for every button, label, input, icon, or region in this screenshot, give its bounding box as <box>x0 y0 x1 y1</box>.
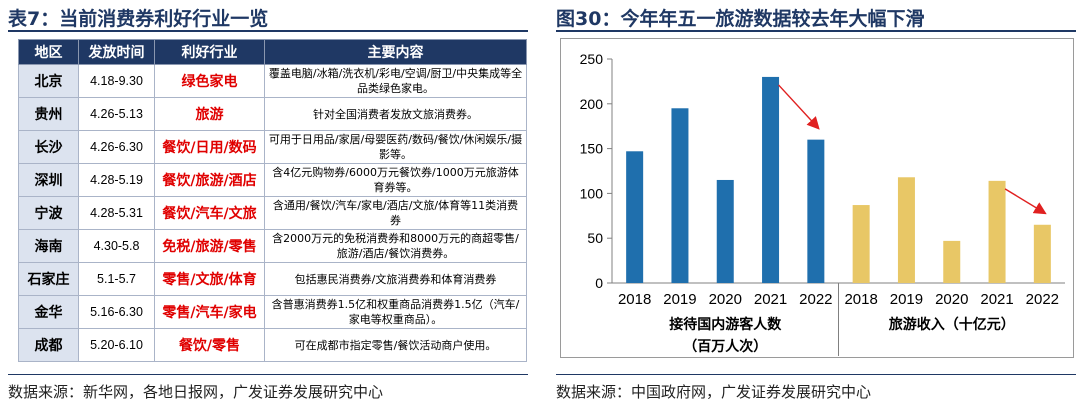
industry-cell: 餐饮/旅游/酒店 <box>154 163 265 197</box>
table-row: 金华 5.16-6.30 零售/汽车/家电 含普惠消费券1.5亿和权重商品消费券1.5… <box>18 295 527 329</box>
industry-cell: 绿色家电 <box>154 64 265 98</box>
x-tick-label: 2018 <box>618 291 651 308</box>
industry-cell: 免税/旅游/零售 <box>154 229 265 263</box>
table-header-row: 地区 发放时间 利好行业 主要内容 <box>18 39 527 65</box>
period-cell: 5.20-6.10 <box>78 328 155 362</box>
region-cell: 长沙 <box>18 130 79 164</box>
region-cell: 海南 <box>18 229 79 263</box>
industry-cell: 零售/汽车/家电 <box>154 295 265 329</box>
column-header: 利好行业 <box>154 39 265 65</box>
industry-cell: 旅游 <box>154 97 265 131</box>
content-cell: 含通用/餐饮/汽车/家电/酒店/文旅/体育等11类消费券 <box>264 196 527 230</box>
content-cell: 含4亿元购物券/6000万元餐饮券/1000万元旅游体育券等。 <box>264 163 527 197</box>
x-tick-label: 2019 <box>890 291 923 308</box>
group-label: 接待国内游客人数 <box>669 316 782 333</box>
y-tick-label: 200 <box>580 96 604 112</box>
chart-source: 数据来源：中国政府网，广发证券发展研究中心 <box>556 383 872 401</box>
table-row: 宁波 4.28-5.31 餐饮/汽车/文旅 含通用/餐饮/汽车/家电/酒店/文旅/体育… <box>18 196 527 230</box>
industry-cell: 零售/文旅/体育 <box>154 262 265 296</box>
region-cell: 成都 <box>18 328 79 362</box>
y-tick-label: 150 <box>580 141 604 157</box>
table-row: 石家庄 5.1-5.7 零售/文旅/体育 包括惠民消费券/文旅消费券和体育消费券 <box>18 262 527 296</box>
decline-arrow <box>1004 188 1047 215</box>
decline-arrow <box>778 84 820 130</box>
bar <box>671 108 689 283</box>
bar <box>988 180 1006 283</box>
region-cell: 深圳 <box>18 163 79 197</box>
content-cell: 含2000万元的免税消费券和8000万元的商超零售/旅游/酒店/餐饮消费券。 <box>264 229 527 263</box>
column-header: 发放时间 <box>78 39 155 65</box>
bar <box>943 240 961 283</box>
bar <box>626 151 644 283</box>
y-tick-label: 250 <box>580 51 604 67</box>
industry-cell: 餐饮/汽车/文旅 <box>154 196 265 230</box>
period-cell: 5.16-6.30 <box>78 295 155 329</box>
period-cell: 4.26-6.30 <box>78 130 155 164</box>
region-cell: 石家庄 <box>18 262 79 296</box>
content-cell: 含普惠消费券1.5亿和权重商品消费券1.5亿（汽车/家电等权重商品）。 <box>264 295 527 329</box>
table-row: 长沙 4.26-6.30 餐饮/日用/数码 可用于日用品/家居/母婴医药/数码/餐饮/… <box>18 130 527 164</box>
table-row: 北京 4.18-9.30 绿色家电 覆盖电脑/冰箱/洗衣机/彩电/空调/厨卫/中央集成… <box>18 64 527 98</box>
region-cell: 贵州 <box>18 97 79 131</box>
x-tick-label: 2018 <box>844 291 877 308</box>
group-label: 旅游收入（十亿元） <box>889 316 1015 333</box>
x-tick-label: 2021 <box>754 291 787 308</box>
x-tick-label: 2022 <box>799 291 832 308</box>
region-cell: 宁波 <box>18 196 79 230</box>
industry-cell: 餐饮/日用/数码 <box>154 130 265 164</box>
bar <box>852 205 870 283</box>
table-row: 深圳 4.28-5.19 餐饮/旅游/酒店 含4亿元购物券/6000万元餐饮券/100… <box>18 163 527 197</box>
region-cell: 北京 <box>18 64 79 98</box>
table-row: 海南 4.30-5.8 免税/旅游/零售 含2000万元的免税消费券和8000万元的商… <box>18 229 527 263</box>
period-cell: 4.28-5.19 <box>78 163 155 197</box>
content-cell: 针对全国消费者发放文旅消费券。 <box>264 97 527 131</box>
x-tick-label: 2020 <box>709 291 742 308</box>
region-cell: 金华 <box>18 295 79 329</box>
title-rule <box>8 30 528 32</box>
group-label: （百万人次） <box>683 338 767 355</box>
tourism-bar-chart: 0 50 100 150 200 250 2018 2019 2020 2021 2022 接待国内游… <box>560 38 1074 358</box>
content-cell: 可在成都市指定零售/餐饮活动商户使用。 <box>264 328 527 362</box>
bar <box>762 76 780 283</box>
bar <box>807 139 825 283</box>
x-tick-label: 2022 <box>1026 291 1059 308</box>
x-tick-label: 2020 <box>935 291 968 308</box>
x-tick-label: 2019 <box>663 291 696 308</box>
content-cell: 可用于日用品/家居/母婴医药/数码/餐饮/休闲娱乐/摄影等。 <box>264 130 527 164</box>
x-tick-label: 2021 <box>980 291 1013 308</box>
content-cell: 覆盖电脑/冰箱/洗衣机/彩电/空调/厨卫/中央集成等全品类绿色家电。 <box>264 64 527 98</box>
source-rule <box>556 374 1076 375</box>
y-tick-label: 100 <box>580 185 604 201</box>
column-header: 主要内容 <box>264 39 527 65</box>
bar <box>1033 224 1051 283</box>
table-row: 成都 5.20-6.10 餐饮/零售 可在成都市指定零售/餐饮活动商户使用。 <box>18 328 527 362</box>
y-tick-label: 0 <box>595 275 603 291</box>
period-cell: 5.1-5.7 <box>78 262 155 296</box>
period-cell: 4.26-5.13 <box>78 97 155 131</box>
stimulus-table: 地区 发放时间 利好行业 主要内容 北京 4.18-9.30 绿色家电 覆盖电脑/冰箱… <box>18 39 527 362</box>
chart-title: 图30：今年年五一旅游数据较去年大幅下滑 <box>556 8 925 30</box>
content-cell: 包括惠民消费券/文旅消费券和体育消费券 <box>264 262 527 296</box>
period-cell: 4.18-9.30 <box>78 64 155 98</box>
bar <box>897 177 915 283</box>
source-rule <box>8 374 528 375</box>
table-title: 表7：当前消费券利好行业一览 <box>8 8 269 30</box>
y-tick-label: 50 <box>587 230 603 246</box>
period-cell: 4.30-5.8 <box>78 229 155 263</box>
table-source: 数据来源：新华网，各地日报网，广发证券发展研究中心 <box>8 383 384 401</box>
table-row: 贵州 4.26-5.13 旅游 针对全国消费者发放文旅消费券。 <box>18 97 527 131</box>
title-rule <box>556 30 1076 32</box>
bar <box>716 179 734 283</box>
period-cell: 4.28-5.31 <box>78 196 155 230</box>
column-header: 地区 <box>18 39 79 65</box>
industry-cell: 餐饮/零售 <box>154 328 265 362</box>
